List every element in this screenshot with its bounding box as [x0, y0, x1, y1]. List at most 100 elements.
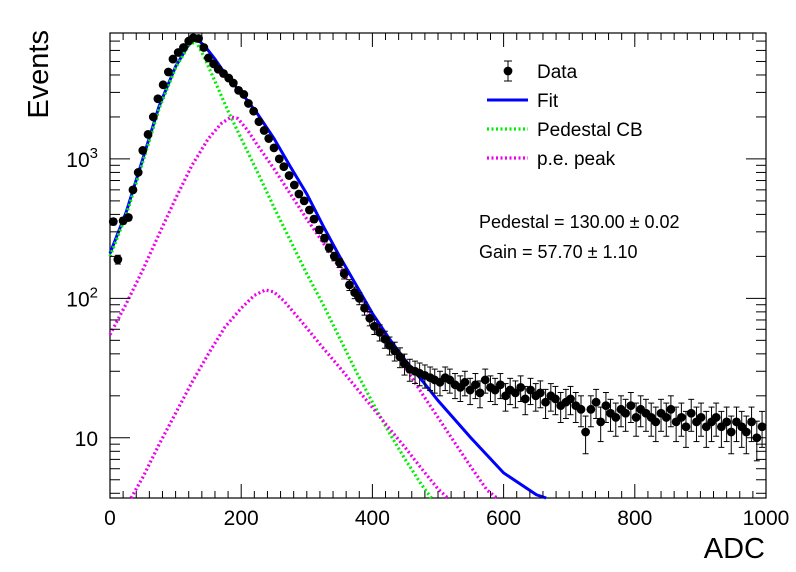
data-point: [526, 385, 535, 395]
data-point: [601, 401, 611, 411]
data-point: [686, 408, 696, 418]
data-point: [480, 375, 490, 385]
data-point: [339, 269, 349, 279]
data-point: [305, 205, 314, 215]
data-point: [138, 146, 148, 155]
data-point: [158, 80, 168, 90]
legend-entry-p-e-peak: p.e. peak: [487, 149, 616, 170]
legend-entry-data: Data: [503, 60, 578, 83]
data-point: [228, 78, 238, 88]
x-tick-label: 200: [224, 507, 259, 530]
data-point: [249, 106, 259, 116]
data-point: [239, 90, 249, 99]
data-point: [470, 380, 480, 390]
data-point: [581, 427, 590, 437]
data-point: [757, 422, 767, 432]
data-point: [133, 168, 143, 177]
data-point: [385, 340, 394, 350]
data-point: [259, 126, 269, 135]
data-point: [244, 99, 253, 108]
fit-curves: [108, 36, 547, 500]
data-point: [279, 162, 289, 172]
data-point: [495, 380, 505, 390]
y-tick-exponent: 2: [90, 284, 98, 301]
data-point: [696, 413, 706, 422]
data-point: [143, 129, 153, 139]
data-point: [395, 352, 405, 362]
curve-component-4: [129, 288, 449, 500]
y-tick-label: 10: [75, 428, 98, 451]
data-point: [711, 413, 721, 422]
data-point: [681, 422, 691, 432]
plot-area: [109, 32, 767, 499]
data-point: [329, 251, 339, 261]
data-point: [631, 413, 641, 422]
data-point: [390, 346, 400, 356]
data-point: [676, 413, 686, 422]
data-point: [163, 67, 173, 77]
data-point: [309, 214, 319, 224]
data-point: [460, 377, 470, 387]
data-point: [113, 255, 123, 264]
data-point: [516, 382, 526, 392]
legend-entry-pedestal-cb: Pedestal CB: [487, 120, 643, 141]
x-tick-label: 600: [486, 507, 521, 530]
x-tick-label: 0: [104, 507, 116, 530]
legend: Data Fit Pedestal CB p.e. peak: [487, 60, 643, 170]
x-tick-label: 800: [617, 507, 652, 530]
data-point: [475, 388, 485, 398]
data-point: [128, 185, 138, 195]
data-point: [511, 388, 520, 398]
data-point: [621, 408, 631, 418]
data-point: [289, 180, 299, 190]
x-axis: 0 200 400 600 800 1000: [104, 33, 789, 530]
data-point: [661, 413, 671, 422]
data-point: [400, 359, 409, 369]
data-point: [274, 154, 284, 164]
x-tick-label: 400: [355, 507, 390, 530]
data-point: [320, 233, 329, 243]
plot-frame: [109, 32, 767, 499]
data-point: [199, 43, 209, 52]
data-point: [204, 53, 213, 63]
data-point: [535, 388, 545, 398]
x-tick-label: 1000: [743, 507, 790, 530]
curve-fit: [108, 36, 547, 500]
data-point: [551, 394, 560, 404]
data-point: [375, 327, 385, 337]
data-point: [611, 413, 621, 422]
y-tick-exponent: 3: [90, 145, 98, 162]
y-axis-title: Events: [23, 30, 55, 119]
curve-pedestal-cb: [108, 38, 433, 499]
data-point: [254, 117, 264, 127]
data-point: [726, 427, 736, 437]
fit-stats-box: Pedestal = 130.00 ± 0.02 Gain = 57.70 ± 1…: [479, 212, 680, 262]
data-point: [194, 34, 203, 43]
data-points: [108, 33, 767, 462]
data-point: [741, 427, 751, 437]
data-point: [269, 143, 279, 153]
data-point: [541, 397, 550, 407]
data-point: [179, 43, 188, 52]
fit-stat-1: Gain = 57.70 ± 1.10: [479, 242, 638, 262]
y-tick-label: 103: [66, 145, 98, 172]
data-point: [520, 394, 530, 404]
data-point: [264, 134, 274, 143]
data-point: [586, 404, 596, 414]
fit-stat-0: Pedestal = 130.00 ± 0.02: [479, 212, 680, 232]
x-axis-title: ADC: [704, 533, 765, 565]
legend-label: Pedestal CB: [537, 120, 643, 141]
data-point: [324, 243, 334, 253]
data-point: [722, 417, 732, 427]
legend-marker: [503, 66, 513, 76]
data-point: [651, 417, 661, 427]
data-point: [299, 196, 309, 206]
data-point: [108, 217, 118, 227]
data-point: [148, 112, 158, 122]
data-point: [360, 303, 369, 313]
legend-label: Data: [537, 62, 578, 83]
y-axis: 10 102 103: [66, 32, 766, 494]
data-point: [369, 321, 379, 331]
data-point: [345, 280, 354, 290]
